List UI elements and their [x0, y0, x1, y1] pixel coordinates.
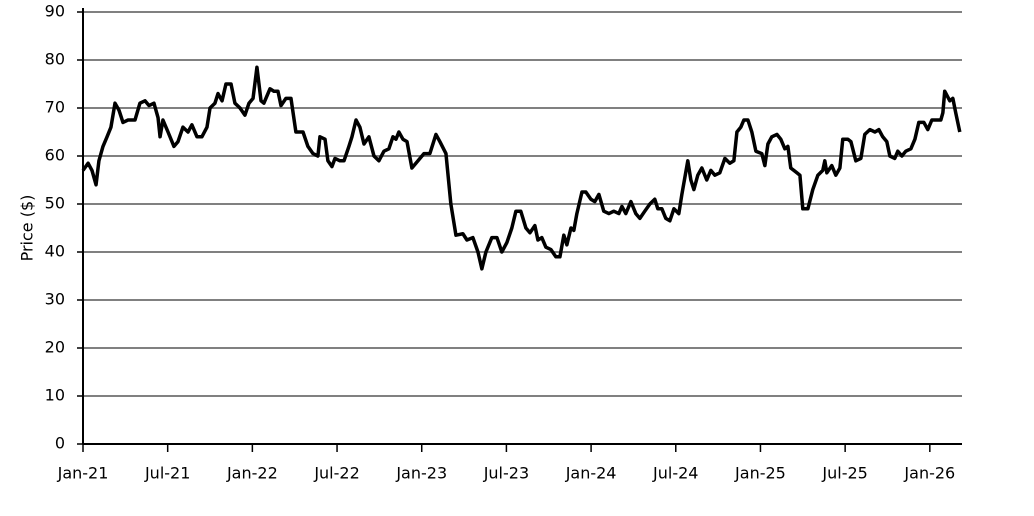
- y-tick-label: 80: [45, 50, 65, 69]
- x-tick-label: Jul-23: [483, 464, 529, 483]
- y-tick-label: 40: [45, 242, 65, 261]
- y-tick-label: 20: [45, 338, 65, 357]
- x-tick-label: Jul-22: [313, 464, 359, 483]
- y-axis-label: Price ($): [18, 195, 37, 262]
- y-tick-label: 30: [45, 290, 65, 309]
- x-tick-label: Jan-21: [57, 464, 109, 483]
- y-tick-label: 10: [45, 386, 65, 405]
- y-tick-label: 60: [45, 146, 65, 165]
- y-tick-label: 90: [45, 2, 65, 21]
- y-tick-label: 70: [45, 98, 65, 117]
- x-tick-label: Jan-23: [395, 464, 447, 483]
- y-tick-label: 50: [45, 194, 65, 213]
- x-tick-label: Jan-24: [565, 464, 617, 483]
- x-tick-label: Jul-24: [652, 464, 698, 483]
- x-tick-label: Jul-25: [821, 464, 867, 483]
- x-tick-label: Jan-26: [903, 464, 955, 483]
- x-tick-label: Jul-21: [144, 464, 190, 483]
- x-tick-label: Jan-22: [226, 464, 278, 483]
- x-tick-label: Jan-25: [734, 464, 786, 483]
- y-tick-label: 0: [55, 434, 65, 453]
- price-line: [81, 65, 962, 271]
